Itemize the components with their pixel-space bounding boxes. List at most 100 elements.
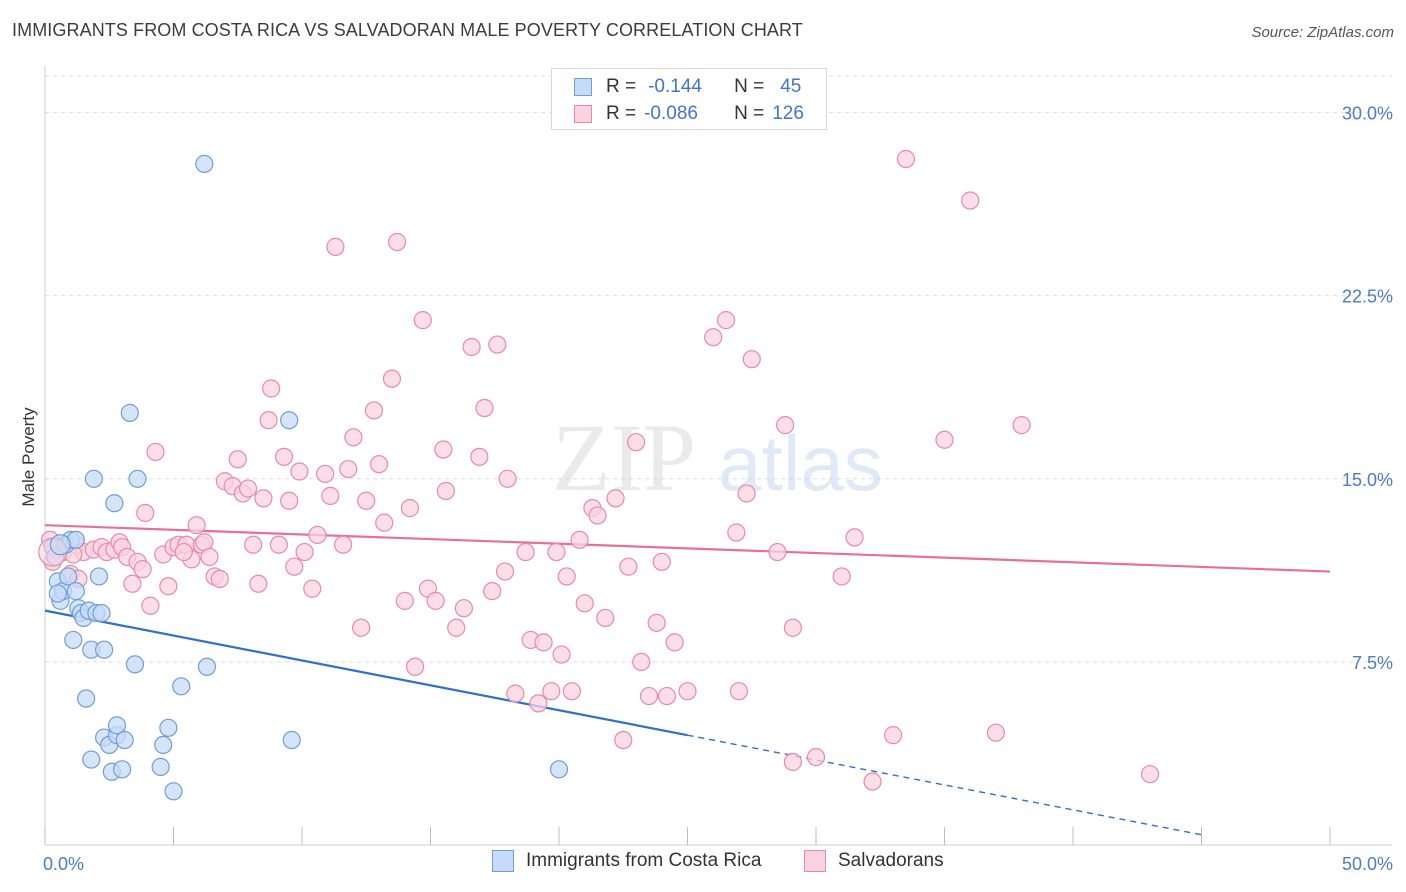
salvadoran-point bbox=[259, 411, 278, 430]
salvadoran-point bbox=[280, 491, 299, 510]
axes bbox=[44, 66, 1392, 846]
salvadoran-point bbox=[274, 447, 294, 466]
costa-rica-point bbox=[48, 584, 67, 603]
salvadoran-point bbox=[470, 447, 489, 466]
salvadoran-point bbox=[200, 547, 219, 567]
legend-swatch-blue bbox=[574, 78, 592, 96]
costa-rica-point bbox=[66, 582, 85, 601]
costa-rica-trend-line bbox=[44, 609, 688, 737]
legend-swatch-blue bbox=[492, 850, 514, 872]
y-axis-title: Male Poverty bbox=[19, 407, 38, 507]
salvadoran-point bbox=[146, 442, 165, 462]
salvadoran-trend-line bbox=[44, 524, 1331, 573]
salvadoran-point bbox=[133, 560, 152, 579]
legend-swatch-pink bbox=[574, 105, 592, 123]
legend-label: Immigrants from Costa Rica bbox=[526, 850, 762, 871]
salvadoran-point bbox=[447, 618, 466, 637]
salvadoran-point bbox=[254, 489, 273, 508]
y-tick-label: 22.5% bbox=[1342, 287, 1393, 307]
costa-rica-point bbox=[154, 735, 173, 755]
gridlines bbox=[45, 75, 1392, 663]
salvadoran-point bbox=[783, 752, 802, 772]
r-label: R = bbox=[606, 103, 637, 124]
costa-rica-point bbox=[64, 630, 83, 650]
salvadoran-point bbox=[542, 682, 561, 701]
salvadoran-point bbox=[475, 398, 494, 418]
costa-rica-point bbox=[128, 469, 147, 488]
salvadoran-point bbox=[557, 567, 576, 586]
salvadoran-point bbox=[344, 428, 363, 447]
source-label: Source: ZipAtlas.com bbox=[1251, 24, 1394, 41]
costa-rica-point bbox=[151, 757, 170, 776]
salvadoran-point bbox=[935, 430, 954, 449]
salvadoran-point bbox=[552, 645, 571, 664]
salvadoran-point bbox=[141, 596, 160, 615]
costa-rica-point bbox=[89, 567, 109, 586]
salvadoran-point bbox=[352, 618, 371, 637]
salvadoran-point bbox=[606, 489, 625, 508]
legend-swatch-pink bbox=[804, 850, 826, 872]
salvadoran-point bbox=[405, 657, 425, 676]
costa-rica-point bbox=[92, 603, 111, 623]
salvadoran-point bbox=[269, 535, 288, 554]
salvadoran-point bbox=[1012, 416, 1031, 435]
salvadoran-point bbox=[375, 513, 394, 532]
salvadoran-point bbox=[434, 440, 453, 459]
salvadoran-point bbox=[249, 574, 268, 593]
chart-title: IMMIGRANTS FROM COSTA RICA VS SALVADORAN… bbox=[12, 20, 803, 40]
salvadoran-point bbox=[776, 416, 795, 435]
salvadoran-point bbox=[534, 633, 553, 652]
legend-item-salvadorans: Salvadorans bbox=[804, 850, 944, 872]
salvadoran-point bbox=[863, 772, 882, 791]
salvadoran-point bbox=[737, 484, 756, 503]
salvadoran-point bbox=[295, 542, 314, 562]
salvadoran-point bbox=[704, 328, 723, 347]
salvadoran-point bbox=[174, 542, 193, 562]
y-tick-label: 7.5% bbox=[1352, 653, 1393, 673]
salvadoran-point bbox=[665, 633, 684, 652]
costa-rica-point bbox=[549, 760, 569, 779]
salvadoran-point bbox=[575, 594, 594, 613]
salvadoran-point bbox=[845, 528, 864, 547]
costa-rica-point bbox=[172, 677, 191, 696]
salvadoran-point bbox=[832, 567, 851, 586]
costa-rica-point bbox=[84, 469, 103, 488]
salvadoran-point bbox=[806, 748, 826, 767]
y-tick-label: 15.0% bbox=[1342, 470, 1393, 490]
salvadoran-point bbox=[262, 379, 281, 398]
data-points bbox=[38, 149, 1160, 801]
salvadoran-point bbox=[357, 491, 376, 510]
n-value: 45 bbox=[780, 76, 802, 97]
legend-label: Salvadorans bbox=[838, 850, 944, 871]
salvadoran-point bbox=[436, 481, 456, 501]
salvadoran-point bbox=[454, 599, 474, 618]
salvadoran-point bbox=[244, 535, 263, 554]
costa-rica-trend-extension bbox=[687, 734, 1202, 836]
costa-rica-point bbox=[59, 567, 78, 586]
x-tick-label: 50.0% bbox=[1342, 854, 1393, 874]
salvadoran-point bbox=[596, 608, 615, 628]
salvadoran-point bbox=[400, 499, 420, 518]
salvadoran-point bbox=[316, 464, 335, 484]
salvadoran-point bbox=[742, 350, 761, 369]
costa-rica-point bbox=[195, 154, 214, 173]
salvadoran-point bbox=[783, 618, 802, 637]
salvadoran-point bbox=[285, 557, 304, 576]
salvadoran-point bbox=[678, 682, 697, 701]
salvadoran-point bbox=[614, 730, 633, 750]
costa-rica-point bbox=[82, 750, 101, 769]
y-tick-label: 30.0% bbox=[1342, 104, 1393, 124]
salvadoran-point bbox=[339, 459, 358, 479]
legend-item-costa-rica: Immigrants from Costa Rica bbox=[492, 850, 761, 872]
costa-rica-point bbox=[120, 403, 139, 422]
salvadoran-point bbox=[187, 516, 206, 535]
legend-row-salvadorans: R = -0.086 N = 126 bbox=[574, 101, 804, 127]
x-tick-label: 0.0% bbox=[43, 854, 84, 874]
costa-rica-point bbox=[125, 655, 145, 674]
salvadoran-point bbox=[387, 232, 407, 252]
costa-rica-point bbox=[112, 760, 132, 779]
salvadoran-point bbox=[159, 577, 178, 596]
n-label: N = bbox=[734, 76, 765, 97]
salvadoran-point bbox=[498, 469, 517, 488]
